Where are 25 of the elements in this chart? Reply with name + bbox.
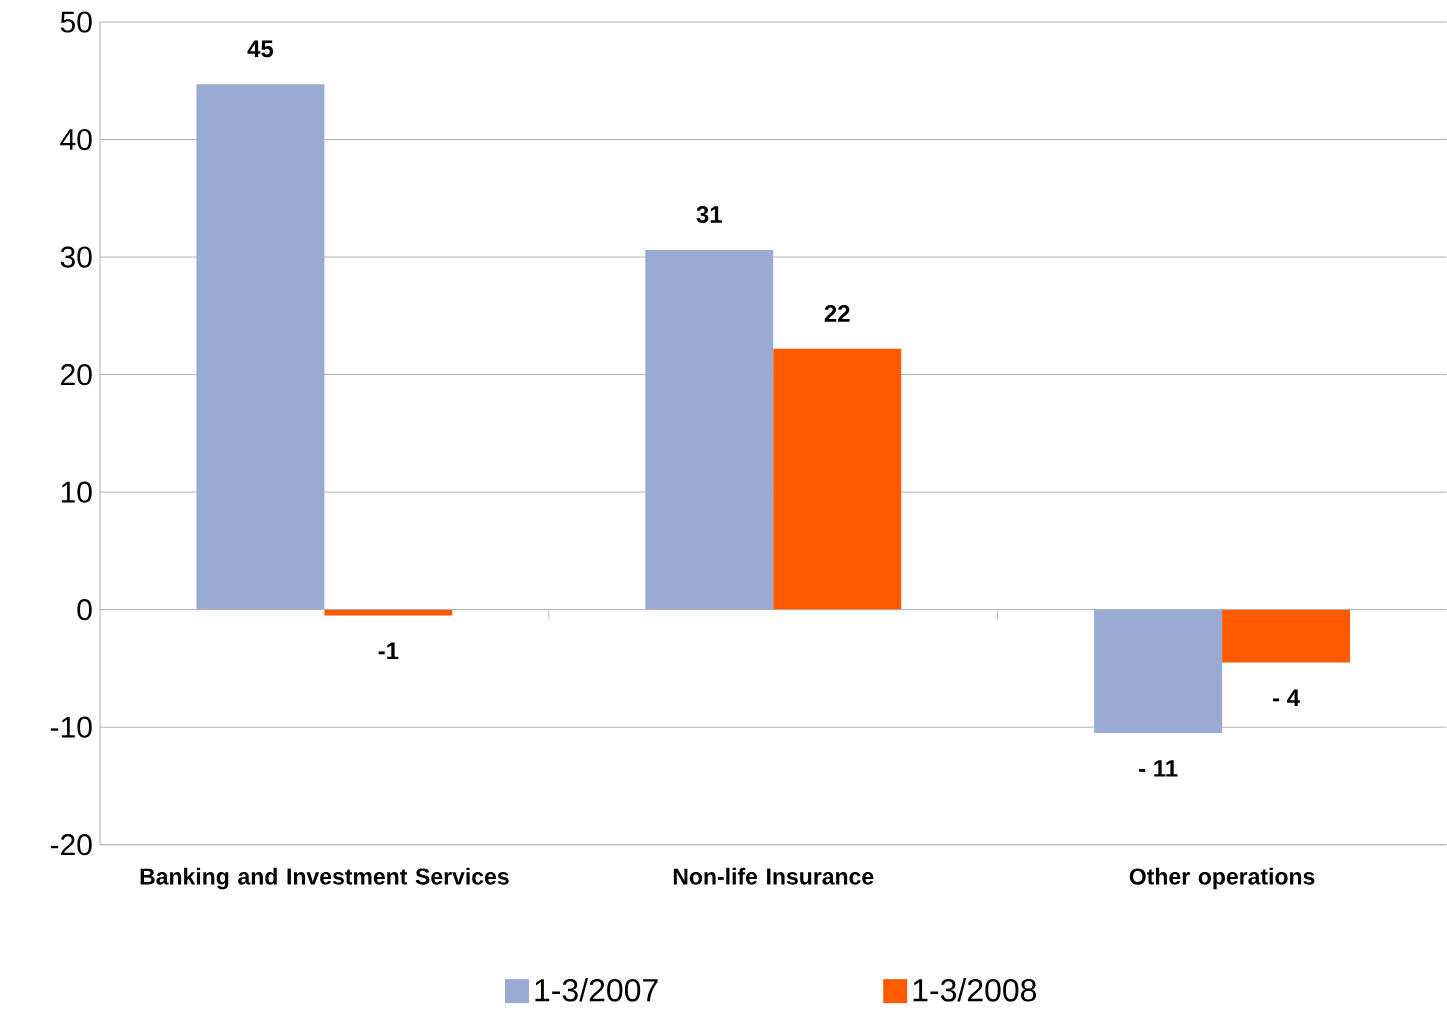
y-tick-label: 10	[61, 481, 92, 503]
bar	[196, 84, 325, 610]
bar	[1222, 609, 1351, 663]
bar	[645, 249, 774, 610]
bar	[1094, 609, 1223, 733]
legend-label: 1-3/2007	[535, 977, 658, 1002]
x-tick-label: Non-life Insurance	[673, 867, 874, 885]
data-label: 45	[247, 40, 274, 58]
y-tick-label: -20	[50, 833, 92, 856]
x-tick-label: Other operations	[1129, 867, 1315, 890]
data-label: - 11	[1139, 760, 1178, 777]
y-tick-label: 50	[60, 11, 92, 33]
y-tick-label: 30	[60, 246, 92, 268]
x-tick-label: Banking and Investment Services	[140, 867, 509, 890]
data-label: 31	[696, 205, 722, 223]
data-label: - 4	[1273, 689, 1300, 706]
bar	[324, 609, 453, 616]
y-tick-label: -10	[50, 716, 92, 738]
data-label: 22	[824, 304, 850, 322]
y-tick-label: 20	[61, 363, 92, 386]
legend-label: 1-3/2008	[913, 977, 1037, 1002]
data-label: -1	[378, 642, 399, 659]
y-tick-label: 0	[77, 598, 92, 621]
bar	[773, 348, 902, 610]
y-tick-label: 40	[60, 128, 92, 151]
